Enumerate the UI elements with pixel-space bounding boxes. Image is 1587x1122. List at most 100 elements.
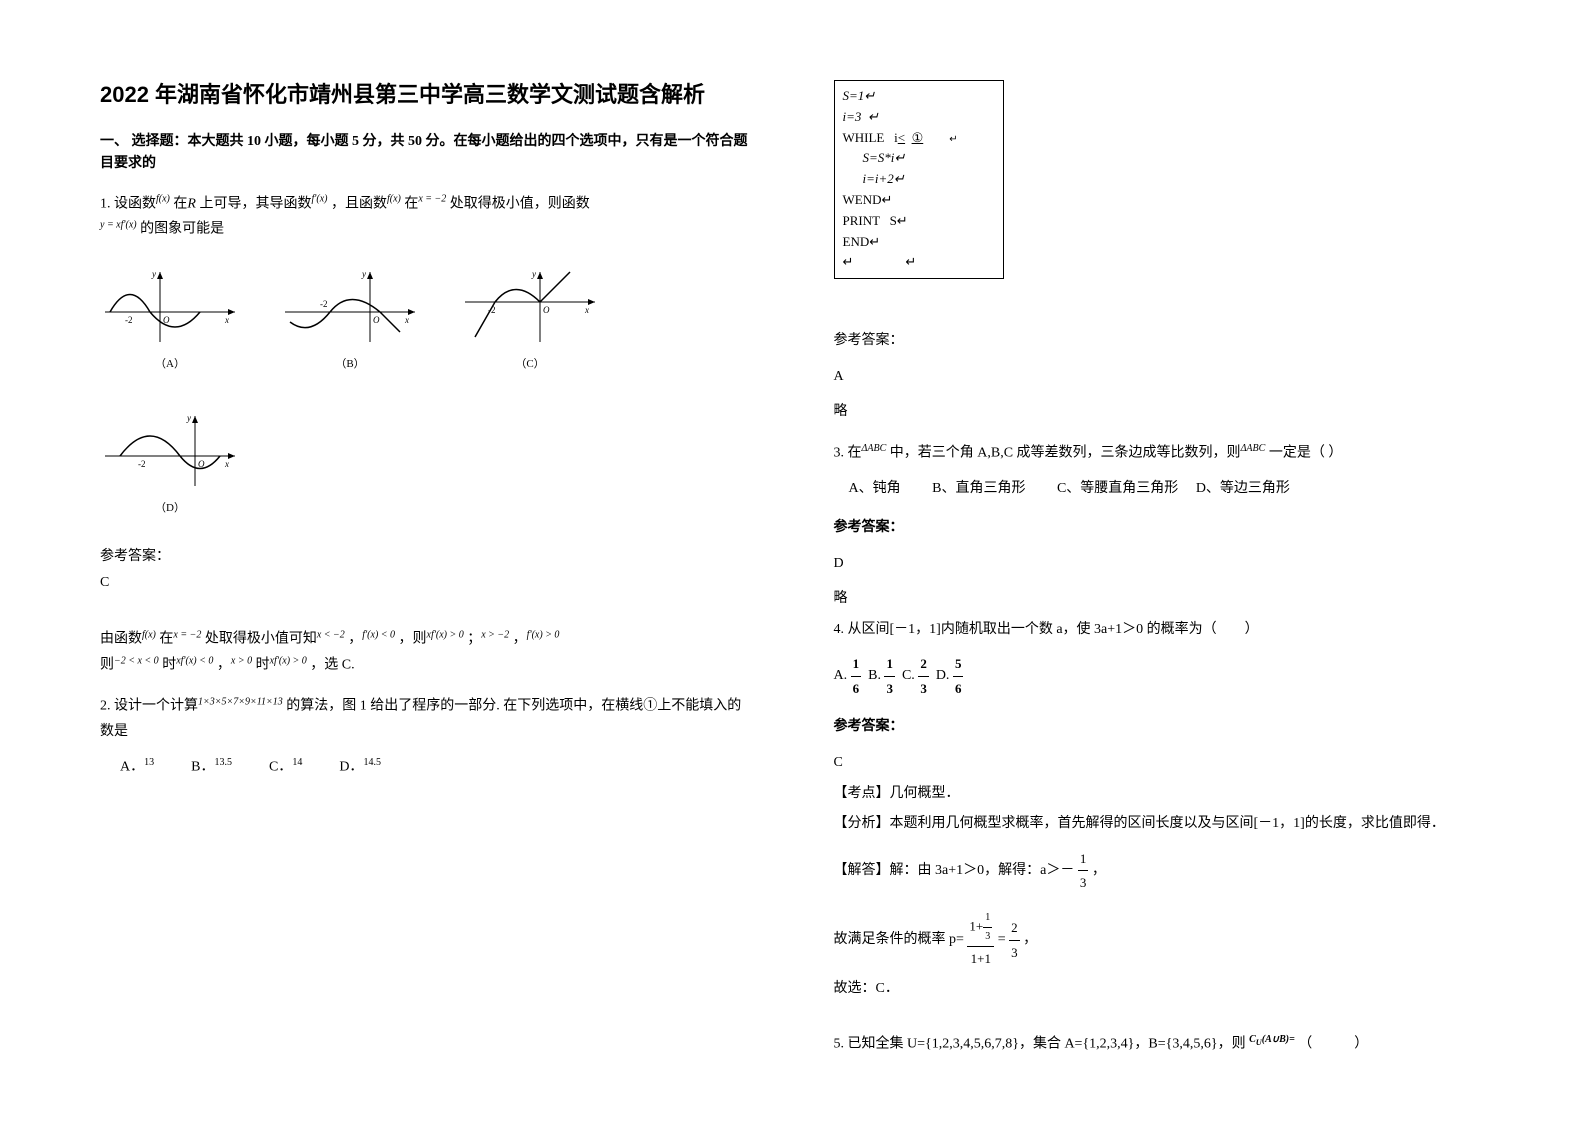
l3b: < bbox=[898, 130, 905, 145]
graph-c: -2 O x y （C） bbox=[460, 267, 600, 371]
program-code: S=1↵ i=3 ↵ WHILE i< ① ↵ S=S*i↵ i=i+2↵ WE… bbox=[834, 80, 1004, 279]
text: ， bbox=[348, 632, 362, 647]
text: ； bbox=[467, 632, 481, 647]
xfgt: xf'(x) > 0 bbox=[427, 629, 464, 640]
graph-d: -2 O x y （D） bbox=[100, 411, 240, 515]
d: 3 bbox=[1078, 871, 1089, 894]
n: 1 bbox=[851, 652, 862, 676]
xflt: xf'(x) < 0 bbox=[176, 655, 213, 666]
q1-text: 处取得极小值，则函数 bbox=[450, 196, 590, 211]
opt-a: A、钝角 bbox=[849, 481, 901, 496]
svg-text:O: O bbox=[198, 459, 205, 469]
q3-answer-label: 参考答案： bbox=[834, 516, 1488, 536]
q4-prob: 故满足条件的概率 p= 1+13 1+1 = 23 ， bbox=[834, 909, 1488, 970]
graph-a: -2 O x y （A） bbox=[100, 267, 240, 371]
text: ， bbox=[513, 632, 527, 647]
q3-options: A、钝角 B、直角三角形 C、等腰直角三角形 D、等边三角形 bbox=[834, 476, 1488, 501]
opt-b: B、直角三角形 bbox=[932, 481, 1025, 496]
l3a: WHILE i bbox=[843, 130, 898, 145]
svg-text:-2: -2 bbox=[125, 315, 133, 325]
prod: 1×3×5×7×9×11×13 bbox=[198, 696, 283, 707]
svg-text:O: O bbox=[373, 315, 380, 325]
xfgt2: xf'(x) > 0 bbox=[270, 655, 307, 666]
code-line: ↵ ↵ bbox=[843, 252, 995, 273]
text: 2. 设计一个计算 bbox=[100, 699, 198, 714]
svg-text:-2: -2 bbox=[488, 305, 496, 315]
text: 在 bbox=[159, 632, 173, 647]
q1-graphs: -2 O x y （A） -2 O x y （B） bbox=[100, 267, 754, 515]
q1-answer: C bbox=[100, 575, 754, 591]
opt-b: B． bbox=[191, 760, 214, 775]
text: ，则 bbox=[399, 632, 427, 647]
n: 2 bbox=[1009, 916, 1020, 940]
svg-text:x: x bbox=[224, 315, 229, 325]
frac-d: 56 bbox=[953, 652, 964, 700]
q1-explanation: 由函数f(x) 在x = −2 处取得极小值可知x < −2 ，f'(x) < … bbox=[100, 626, 754, 678]
q1-text: 1. 设函数 bbox=[100, 196, 156, 211]
xgt0: x > 0 bbox=[231, 655, 252, 666]
opt-c: C． bbox=[269, 760, 292, 775]
svg-text:y: y bbox=[186, 413, 191, 423]
q1-text: ，且函数 bbox=[331, 196, 387, 211]
xlt: x < −2 bbox=[317, 629, 345, 640]
q1-yxf: y = xf'(x) bbox=[100, 219, 137, 230]
question-5: 5. 已知全集 U={1,2,3,4,5,6,7,8}，集合 A={1,2,3,… bbox=[834, 1031, 1488, 1057]
svg-text:y: y bbox=[531, 269, 536, 279]
q4-solve: 【解答】解：由 3a+1＞0，解得：a＞－ 13 ， bbox=[834, 847, 1488, 895]
svg-text:-2: -2 bbox=[320, 299, 328, 309]
text: 3. 在 bbox=[834, 446, 862, 461]
l3c: ① bbox=[912, 130, 924, 145]
q3-slight: 略 bbox=[834, 587, 1488, 607]
svg-text:x: x bbox=[404, 315, 409, 325]
graph-a-label: （A） bbox=[100, 355, 240, 371]
opt-a: A. bbox=[834, 669, 848, 684]
frac-a: 16 bbox=[851, 652, 862, 700]
n: 1 bbox=[983, 909, 992, 928]
text: ， bbox=[1092, 863, 1106, 878]
n: 1 bbox=[1078, 847, 1089, 871]
q1-fx2: f(x) bbox=[387, 194, 401, 205]
svg-text:-2: -2 bbox=[138, 459, 146, 469]
d: 3 bbox=[983, 928, 992, 946]
code-line: WEND↵ bbox=[843, 190, 995, 211]
text: 中，若三个角 A,B,C 成等差数列，三条边成等比数列，则 bbox=[890, 446, 1241, 461]
set: (A∪B)= bbox=[1262, 1034, 1295, 1045]
graph-b-label: （B） bbox=[280, 355, 420, 371]
code-line: i=3 ↵ bbox=[843, 107, 995, 128]
frac-big: 1+13 1+1 bbox=[967, 909, 994, 970]
graph-b: -2 O x y （B） bbox=[280, 267, 420, 371]
text: 5. 已知全集 U={1,2,3,4,5,6,7,8}，集合 A={1,2,3,… bbox=[834, 1037, 1246, 1052]
q3-answer: D bbox=[834, 556, 1488, 572]
opt-d: D. bbox=[936, 669, 950, 684]
l5: i=i+2↵ bbox=[863, 171, 905, 186]
text: = bbox=[998, 932, 1006, 947]
right-column: S=1↵ i=3 ↵ WHILE i< ① ↵ S=S*i↵ i=i+2↵ WE… bbox=[834, 80, 1488, 1042]
q4-conclude: 故选：C． bbox=[834, 976, 1488, 1001]
q1-text: 在 bbox=[404, 196, 418, 211]
section-1-header: 一、 选择题：本大题共 10 小题，每小题 5 分，共 50 分。在每小题给出的… bbox=[100, 131, 754, 176]
question-2: 2. 设计一个计算1×3×5×7×9×11×13 的算法，图 1 给出了程序的一… bbox=[100, 693, 754, 744]
d: 6 bbox=[851, 677, 862, 700]
question-4: 4. 从区间[－1，1]内随机取出一个数 a，使 3a+1＞0 的概率为（ ） bbox=[834, 617, 1488, 642]
q2-answer-label: 参考答案： bbox=[834, 329, 1488, 349]
opt-d: D、等边三角形 bbox=[1196, 481, 1290, 496]
text: 故满足条件的概率 p= bbox=[834, 932, 964, 947]
fplt: f'(x) < 0 bbox=[362, 629, 395, 640]
d: 3 bbox=[918, 677, 929, 700]
fpgt: f'(x) > 0 bbox=[527, 629, 560, 640]
q4-answer-label: 参考答案： bbox=[834, 715, 1488, 735]
q1-text: 上可导，其导函数 bbox=[199, 196, 311, 211]
inner-frac: 13 bbox=[983, 909, 992, 946]
opt-b-val: 13.5 bbox=[214, 757, 232, 768]
text: ，选 C. bbox=[310, 658, 354, 673]
l4: S=S*i↵ bbox=[863, 150, 906, 165]
neg2: x = −2 bbox=[173, 629, 201, 640]
q4-answer: C bbox=[834, 755, 1488, 771]
q1-neg2: x = −2 bbox=[418, 194, 446, 205]
code-line: PRINT S↵ bbox=[843, 211, 995, 232]
xgt: x > −2 bbox=[481, 629, 509, 640]
text: ， bbox=[217, 658, 231, 673]
svg-text:O: O bbox=[163, 315, 170, 325]
q2-slight: 略 bbox=[834, 400, 1488, 420]
fx: f(x) bbox=[142, 629, 156, 640]
